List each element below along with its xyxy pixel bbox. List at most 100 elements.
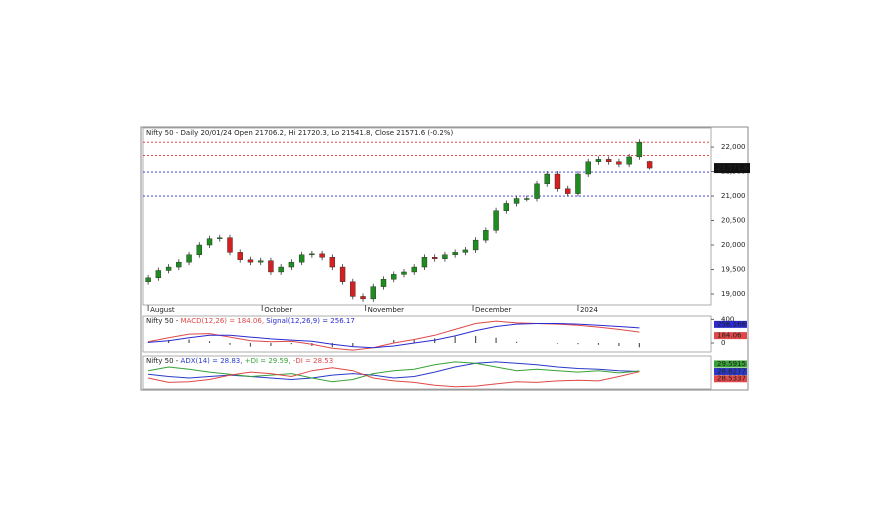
candle-body xyxy=(646,161,653,169)
candle-body xyxy=(370,286,376,300)
y-tick-label: 400 xyxy=(721,315,734,323)
candle-body xyxy=(339,266,346,282)
last-price-label: 21,571.6 xyxy=(717,164,749,172)
candle-body xyxy=(155,270,162,279)
candle-body xyxy=(534,183,540,199)
y-tick-label: 22,000 xyxy=(721,143,746,151)
histogram-bar xyxy=(208,341,211,344)
y-tick-label: 21,000 xyxy=(721,192,746,200)
candle-body xyxy=(605,159,612,162)
histogram-bar xyxy=(638,343,640,348)
histogram-bar xyxy=(249,343,252,347)
last-price-box xyxy=(714,163,750,174)
x-tick-label: November xyxy=(368,306,405,314)
candle-body xyxy=(442,254,448,259)
x-tick-label: December xyxy=(475,306,511,314)
candle-body xyxy=(360,296,366,300)
legend-entry: -DI = 28.53 xyxy=(293,357,333,365)
y-tick-label: 19,000 xyxy=(721,290,746,298)
candle-body xyxy=(237,252,243,260)
candle-body xyxy=(472,239,479,251)
candle-body xyxy=(595,159,602,162)
candle-body xyxy=(554,173,561,189)
legend-entry: Signal(12,26,9) = 256.17 xyxy=(266,317,355,325)
legend-entry: MACD(12,26) = 184.06, xyxy=(181,317,265,325)
candle-body xyxy=(309,253,315,256)
candle-body xyxy=(278,266,284,273)
panel-title: Nifty 50 - ADX(14) = 28.83, +DI = 29.59,… xyxy=(146,357,333,365)
candle-body xyxy=(585,161,591,175)
title-text: Nifty 50 - Daily 20/01/24 Open 21706.2, … xyxy=(146,129,453,137)
histogram-bar xyxy=(413,339,415,344)
title-text: Nifty 50 - xyxy=(146,317,179,325)
candle-body xyxy=(565,188,571,194)
candle-body xyxy=(401,271,407,275)
value-box-label: 28.8277 xyxy=(717,368,746,376)
candle-body xyxy=(165,266,172,271)
histogram-bar xyxy=(229,343,231,345)
candle-body xyxy=(380,279,387,287)
y-tick-label: 20,000 xyxy=(721,241,746,249)
x-tick-label: August xyxy=(150,306,175,314)
histogram-bar xyxy=(618,343,620,346)
candle-body xyxy=(227,237,233,253)
candle-body xyxy=(319,253,325,258)
histogram-bar xyxy=(577,343,579,345)
value-box xyxy=(714,375,747,383)
candle-body xyxy=(391,274,397,280)
y-tick-label: 20,500 xyxy=(721,217,746,225)
value-box xyxy=(714,360,747,368)
histogram-bar xyxy=(515,341,518,344)
candle-body xyxy=(176,261,182,268)
candle-body xyxy=(626,156,632,165)
frame xyxy=(140,126,749,391)
histogram-bar xyxy=(270,343,272,346)
y-tick-label: 0 xyxy=(721,339,725,347)
histogram-bar xyxy=(147,342,149,344)
candle-body xyxy=(503,203,510,211)
y-tick-label: 19,500 xyxy=(721,266,746,274)
histogram-bar xyxy=(393,340,395,344)
candle-body xyxy=(421,257,428,268)
candle-body xyxy=(268,260,274,273)
macd-panel xyxy=(142,315,712,353)
candle-body xyxy=(431,257,438,259)
x-tick-label: 2024 xyxy=(580,306,598,314)
histogram-bar xyxy=(556,343,559,344)
panel-title: Nifty 50 - Daily 20/01/24 Open 21706.2, … xyxy=(146,129,453,137)
histogram-bar xyxy=(188,339,190,344)
candle-body xyxy=(298,254,305,263)
candle-body xyxy=(575,173,581,194)
value-box-label: 29.5915 xyxy=(717,360,746,368)
value-box-label: 256.166 xyxy=(717,320,746,328)
candle-body xyxy=(493,210,499,231)
candle-body xyxy=(483,230,489,241)
legend-entry: +DI = 29.59, xyxy=(245,357,291,365)
candle-body xyxy=(217,237,223,239)
histogram-bar xyxy=(454,336,456,344)
series-line xyxy=(147,367,640,388)
candle-body xyxy=(288,261,295,268)
histogram-bar xyxy=(434,338,436,344)
histogram-bar xyxy=(167,340,170,344)
candle-body xyxy=(524,198,530,200)
series-line xyxy=(148,323,640,349)
adx-panel xyxy=(142,355,712,390)
histogram-bar xyxy=(290,343,292,345)
candle-body xyxy=(206,238,213,246)
candle-body xyxy=(411,266,417,273)
candle-body xyxy=(350,281,356,297)
candle-body xyxy=(196,244,202,256)
price-panel xyxy=(142,127,712,306)
candle-body xyxy=(247,259,254,263)
candle-body xyxy=(329,257,336,268)
candle-body xyxy=(186,254,192,263)
title-text: Nifty 50 - xyxy=(146,357,179,365)
value-box-label: 184.06 xyxy=(717,332,742,340)
candle-body xyxy=(513,198,520,204)
candle-body xyxy=(452,252,458,256)
candle-body xyxy=(636,141,643,158)
value-box xyxy=(714,368,747,376)
candle-body xyxy=(544,173,550,185)
